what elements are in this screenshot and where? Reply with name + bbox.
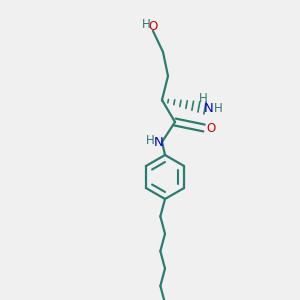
Text: N: N xyxy=(204,101,214,115)
Text: H: H xyxy=(142,17,150,31)
Text: N: N xyxy=(154,136,164,148)
Text: H: H xyxy=(199,92,207,106)
Text: H: H xyxy=(214,101,222,115)
Text: H: H xyxy=(146,134,154,146)
Text: O: O xyxy=(206,122,216,134)
Text: O: O xyxy=(148,20,158,34)
